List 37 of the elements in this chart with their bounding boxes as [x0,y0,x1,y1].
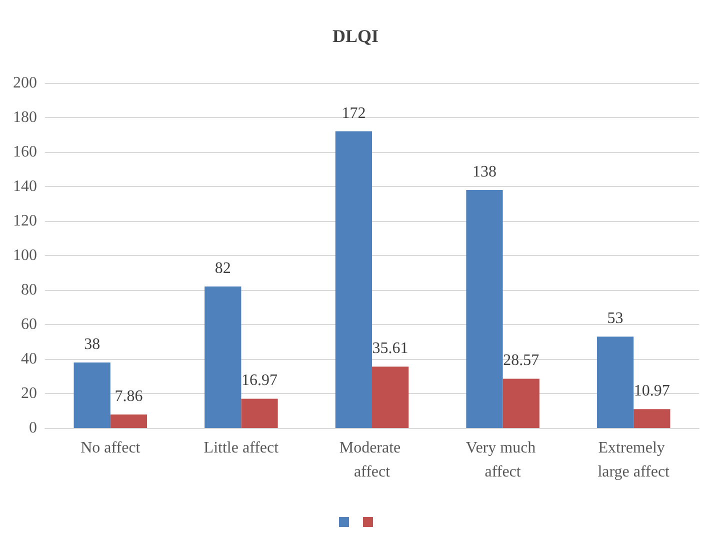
x-tick-label: Little affect [204,440,280,456]
y-tick-label: 120 [13,212,37,230]
data-label: 172 [342,104,366,122]
x-tick-label: No affect [80,440,141,456]
bar [241,398,278,428]
bar [335,131,372,428]
y-tick-label: 140 [13,178,37,195]
y-tick-label: 160 [13,144,37,160]
x-tick-label: Very much affect [466,440,540,480]
y-tick-label: 60 [21,316,37,333]
data-label: 10.97 [634,382,670,400]
x-tick-label: Moderate affect [339,440,405,480]
y-tick-label: 100 [13,247,37,264]
data-label: 7.86 [114,388,143,405]
bar [372,366,409,428]
data-label: 38 [84,336,100,353]
bar [74,362,110,428]
y-tick-label: 20 [21,385,37,402]
y-tick-label: 200 [13,74,37,92]
y-tick-label: 80 [21,282,37,298]
bar [110,414,148,428]
data-label: 35.61 [372,340,408,358]
data-label: 28.57 [503,352,540,370]
bar [596,336,634,428]
bar [634,409,670,428]
data-label: 53 [607,310,624,328]
x-tick-label: Extremely large affect [598,440,670,480]
chart-title: DLQI [332,26,379,46]
bar [204,286,242,428]
bar [502,378,540,428]
y-tick-label: 180 [13,109,37,126]
bar [466,190,503,428]
y-tick-label: 0 [29,420,37,436]
data-label: 82 [214,260,231,278]
y-tick-label: 40 [21,350,37,368]
data-label: 138 [472,163,496,180]
data-label: 16.97 [242,372,278,390]
